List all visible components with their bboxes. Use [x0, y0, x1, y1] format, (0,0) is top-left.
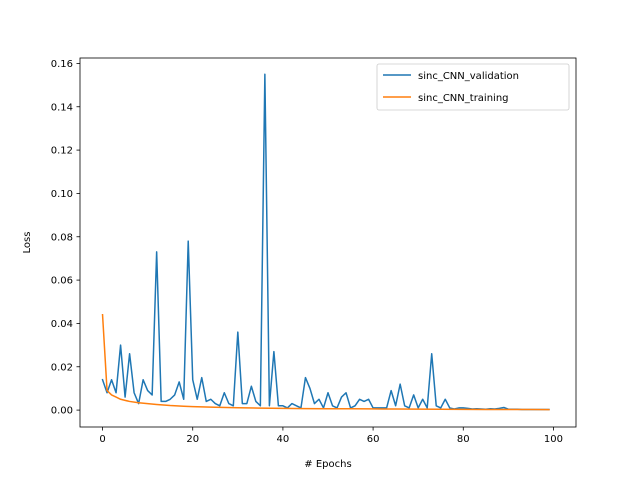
y-axis-label: Loss: [22, 232, 33, 254]
y-tick-label: 0.10: [51, 189, 73, 200]
x-tick-label: 0: [99, 434, 105, 445]
y-tick-label: 0.12: [51, 146, 73, 157]
legend-label-training: sinc_CNN_training: [418, 93, 509, 104]
y-tick-label: 0.16: [51, 59, 73, 70]
legend-label-validation: sinc_CNN_validation: [418, 71, 519, 82]
plot-frame: [79, 57, 577, 428]
y-tick-label: 0.02: [51, 362, 73, 373]
x-tick-label: 40: [277, 434, 290, 445]
legend: sinc_CNN_validation sinc_CNN_training: [376, 63, 570, 111]
legend-box: [376, 63, 570, 111]
series-line-training: [101, 313, 550, 411]
plot-area: [80, 58, 576, 427]
y-tick-label: 0.00: [51, 406, 73, 417]
x-tick-label: 80: [457, 434, 470, 445]
y-tick-label: 0.04: [51, 319, 73, 330]
x-tick-label: 60: [367, 434, 380, 445]
series-layer: [101, 73, 550, 411]
y-tick-label: 0.14: [51, 102, 73, 113]
x-axis-label: # Epochs: [304, 459, 351, 470]
y-tick-label: 0.06: [51, 276, 73, 287]
x-axis: 0 20 40 60 80 100: [99, 427, 563, 445]
x-tick-label: 100: [544, 434, 563, 445]
y-axis: 0.00 0.02 0.04 0.06 0.08 0.10 0.12 0.14 0.16: [51, 59, 80, 417]
y-tick-label: 0.08: [51, 232, 73, 243]
x-tick-label: 20: [186, 434, 199, 445]
